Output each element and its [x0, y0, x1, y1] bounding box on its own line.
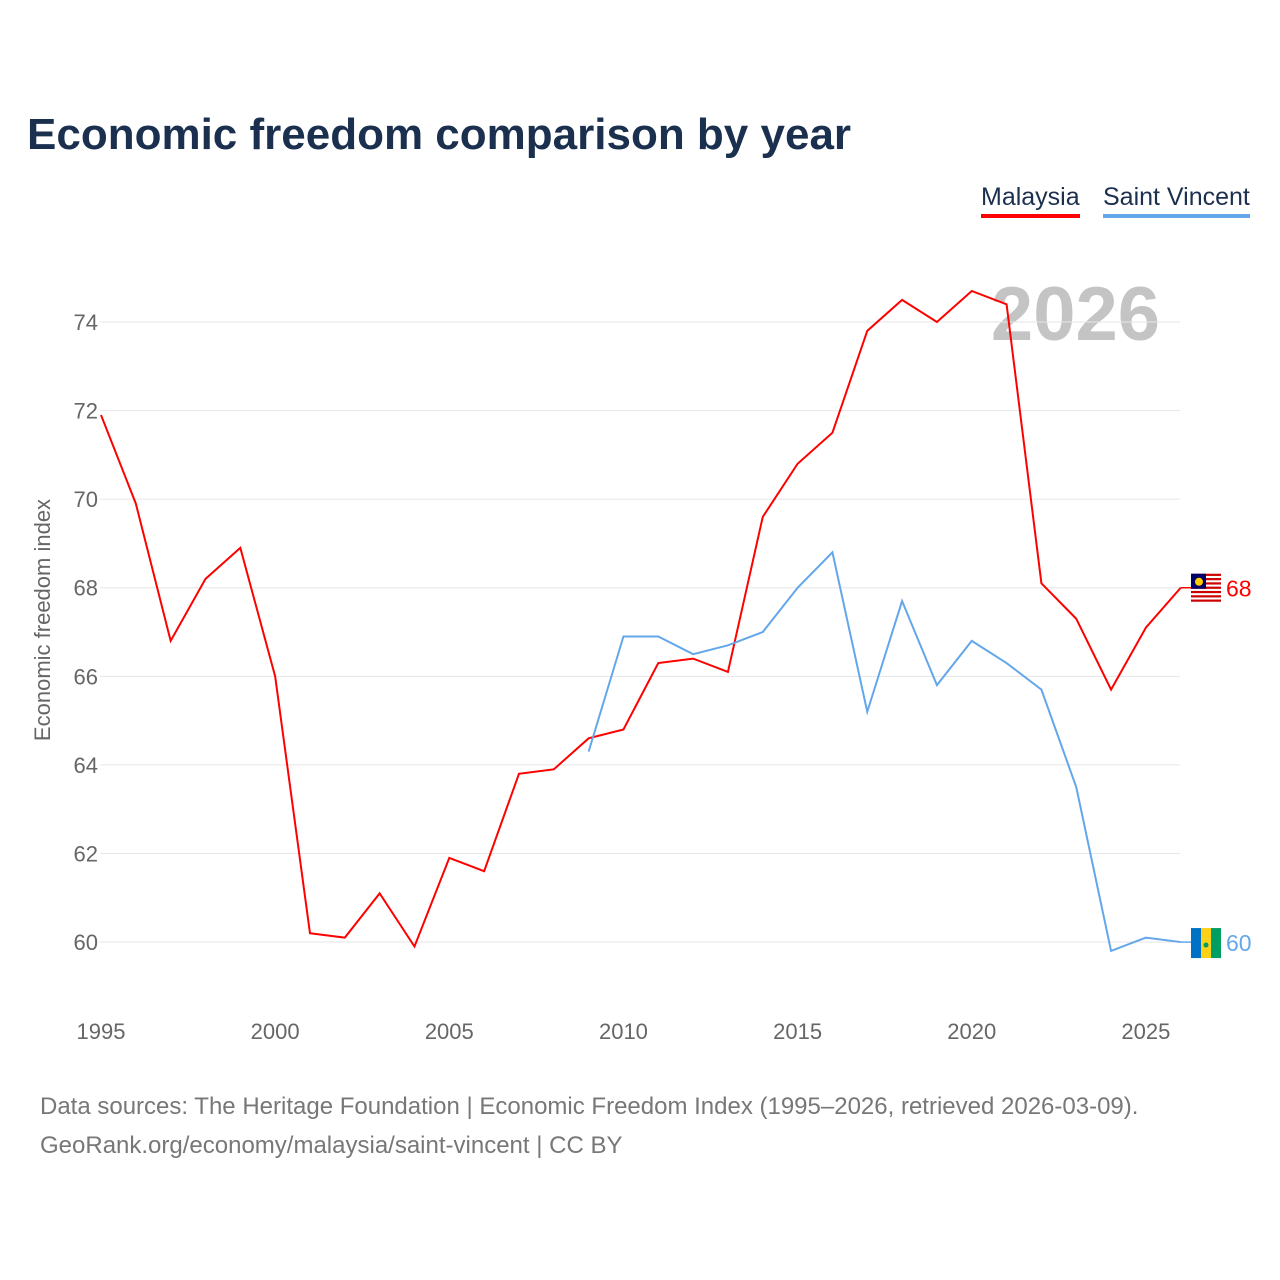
data-point[interactable]: [969, 288, 975, 294]
x-tick-label: 1995: [77, 1019, 126, 1044]
x-tick-label: 2025: [1121, 1019, 1170, 1044]
data-point[interactable]: [1108, 948, 1114, 954]
x-tick-label: 2015: [773, 1019, 822, 1044]
data-point[interactable]: [829, 549, 835, 555]
series-line-saint-vincent[interactable]: [587, 550, 1181, 953]
legend-item-saint-vincent[interactable]: Saint Vincent: [1103, 183, 1250, 218]
data-point[interactable]: [377, 890, 383, 896]
data-point[interactable]: [725, 642, 731, 648]
data-point[interactable]: [620, 726, 626, 732]
footer-sources: Data sources: The Heritage Foundation | …: [40, 1087, 1138, 1165]
data-point[interactable]: [1004, 301, 1010, 307]
data-point[interactable]: [934, 682, 940, 688]
data-point[interactable]: [760, 514, 766, 520]
data-point[interactable]: [864, 328, 870, 334]
x-tick-label: 2005: [425, 1019, 474, 1044]
data-point[interactable]: [411, 943, 417, 949]
data-point[interactable]: [655, 633, 661, 639]
data-point[interactable]: [969, 638, 975, 644]
y-tick-label: 64: [74, 753, 98, 778]
data-point[interactable]: [795, 585, 801, 591]
x-tick-label: 2020: [947, 1019, 996, 1044]
malaysia-flag-icon: [1191, 573, 1221, 604]
footer-line-1: Data sources: The Heritage Foundation | …: [40, 1093, 1139, 1120]
data-point[interactable]: [899, 297, 905, 303]
data-point[interactable]: [1073, 616, 1079, 622]
series-line-malaysia[interactable]: [100, 289, 1182, 949]
data-point[interactable]: [1073, 784, 1079, 790]
data-point[interactable]: [690, 651, 696, 657]
data-point[interactable]: [237, 545, 243, 551]
x-tick-label: 2000: [251, 1019, 300, 1044]
data-point[interactable]: [586, 749, 592, 755]
data-point[interactable]: [1038, 687, 1044, 693]
data-point[interactable]: [1143, 625, 1149, 631]
data-point[interactable]: [655, 660, 661, 666]
y-tick-label: 72: [74, 399, 98, 424]
data-point[interactable]: [829, 430, 835, 436]
data-point[interactable]: [725, 669, 731, 675]
data-point[interactable]: [620, 633, 626, 639]
saint-vincent-flag-icon: [1191, 928, 1221, 959]
data-point[interactable]: [516, 771, 522, 777]
data-point[interactable]: [481, 868, 487, 874]
y-tick-label: 60: [74, 930, 98, 955]
data-point[interactable]: [272, 673, 278, 679]
data-point[interactable]: [98, 412, 104, 418]
data-point[interactable]: [551, 766, 557, 772]
data-point[interactable]: [342, 935, 348, 941]
y-tick-label: 66: [74, 664, 98, 689]
data-point[interactable]: [1038, 580, 1044, 586]
data-point[interactable]: [202, 576, 208, 582]
data-point[interactable]: [760, 629, 766, 635]
data-point[interactable]: [446, 855, 452, 861]
chart-title: Economic freedom comparison by year: [27, 110, 852, 159]
y-tick-label: 68: [74, 576, 98, 601]
y-tick-label: 74: [74, 310, 98, 335]
data-point[interactable]: [307, 930, 313, 936]
end-value-label: 60: [1226, 930, 1252, 956]
data-point[interactable]: [1108, 687, 1114, 693]
y-axis-label: Economic freedom index: [30, 499, 55, 741]
data-point[interactable]: [899, 598, 905, 604]
legend-item-malaysia[interactable]: Malaysia: [981, 183, 1080, 218]
end-value-label: 68: [1226, 576, 1252, 602]
data-point[interactable]: [864, 709, 870, 715]
data-point[interactable]: [1004, 660, 1010, 666]
data-point[interactable]: [133, 501, 139, 507]
data-point[interactable]: [586, 735, 592, 741]
footer-line-2[interactable]: GeoRank.org/economy/malaysia/saint-vince…: [40, 1132, 623, 1159]
data-point[interactable]: [168, 638, 174, 644]
watermark-year: 2026: [991, 272, 1160, 357]
y-tick-label: 70: [74, 487, 98, 512]
data-point[interactable]: [795, 461, 801, 467]
y-tick-label: 62: [74, 841, 98, 866]
data-point[interactable]: [1143, 935, 1149, 941]
data-point[interactable]: [934, 319, 940, 325]
x-tick-label: 2010: [599, 1019, 648, 1044]
